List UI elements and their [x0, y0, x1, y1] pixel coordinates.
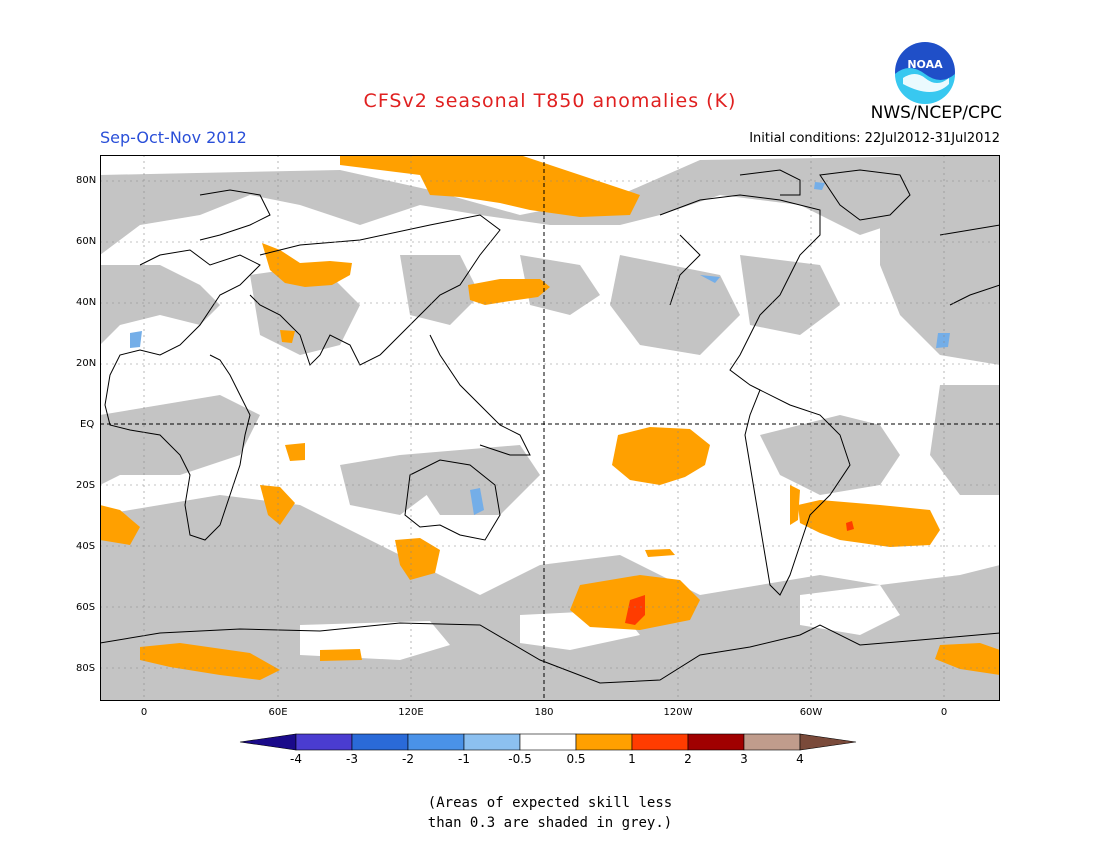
- lon-label: 120W: [663, 707, 693, 718]
- colorbar-cell: [743, 733, 801, 751]
- initial-conditions-label: Initial conditions: 22Jul2012-31Jul2012: [749, 131, 1000, 146]
- colorbar-cell: [463, 733, 521, 751]
- colorbar-cell: [519, 733, 577, 751]
- skill-note-line2: than 0.3 are shaded in grey.): [427, 815, 673, 831]
- lat-label: 20S: [76, 480, 96, 491]
- lat-label: 40S: [76, 541, 96, 552]
- noaa-logo: NOAA: [895, 42, 955, 104]
- grid-lines: [100, 155, 1000, 701]
- colorbar-label: -2: [402, 752, 414, 766]
- lon-label: 60W: [799, 707, 823, 718]
- colorbar-cell-low-end: [239, 733, 297, 751]
- colorbar-cell-high-end: [799, 733, 857, 751]
- lat-label: 40N: [76, 297, 97, 308]
- anomaly-map: [100, 155, 1000, 701]
- colorbar-cell: [351, 733, 409, 751]
- lat-label: 60S: [76, 602, 96, 613]
- colorbar-cell: [687, 733, 745, 751]
- lat-label: 60N: [76, 236, 97, 247]
- colorbar-label: 0.5: [566, 752, 586, 766]
- map-frame: [100, 155, 1000, 701]
- coastlines: [100, 169, 1000, 684]
- strong-positive-anomaly-regions: [625, 521, 854, 625]
- colorbar-label: -3: [346, 752, 358, 766]
- skill-note: (Areas of expected skill less than 0.3 a…: [0, 793, 1100, 833]
- colorbar-label: 4: [796, 752, 804, 766]
- colorbar: [239, 733, 857, 751]
- colorbar-label: 2: [684, 752, 692, 766]
- lat-label: 80N: [76, 175, 97, 186]
- colorbar-label: -4: [290, 752, 302, 766]
- colorbar-cell: [407, 733, 465, 751]
- colorbar-cell: [631, 733, 689, 751]
- colorbar-cell: [575, 733, 633, 751]
- colorbar-cell: [295, 733, 353, 751]
- lon-label: 180: [534, 707, 554, 718]
- lon-label: 0: [140, 707, 148, 718]
- colorbar-label: 1: [628, 752, 636, 766]
- colorbar-label: 3: [740, 752, 748, 766]
- colorbar-label: -1: [458, 752, 470, 766]
- skill-note-line1: (Areas of expected skill less: [427, 795, 673, 811]
- colorbar-label: -0.5: [508, 752, 532, 766]
- negative-anomaly-regions: [130, 182, 950, 515]
- lat-label: 80S: [76, 663, 96, 674]
- agency-label: NWS/NCEP/CPC: [870, 103, 1002, 123]
- lat-label: EQ: [80, 419, 95, 430]
- logo-text: NOAA: [907, 58, 943, 71]
- season-label: Sep-Oct-Nov 2012: [100, 128, 247, 147]
- map-title: CFSv2 seasonal T850 anomalies (K): [363, 90, 737, 112]
- lon-label: 60E: [268, 707, 288, 718]
- lon-label: 120E: [398, 707, 424, 718]
- lon-label: 0: [940, 707, 948, 718]
- lat-label: 20N: [76, 358, 97, 369]
